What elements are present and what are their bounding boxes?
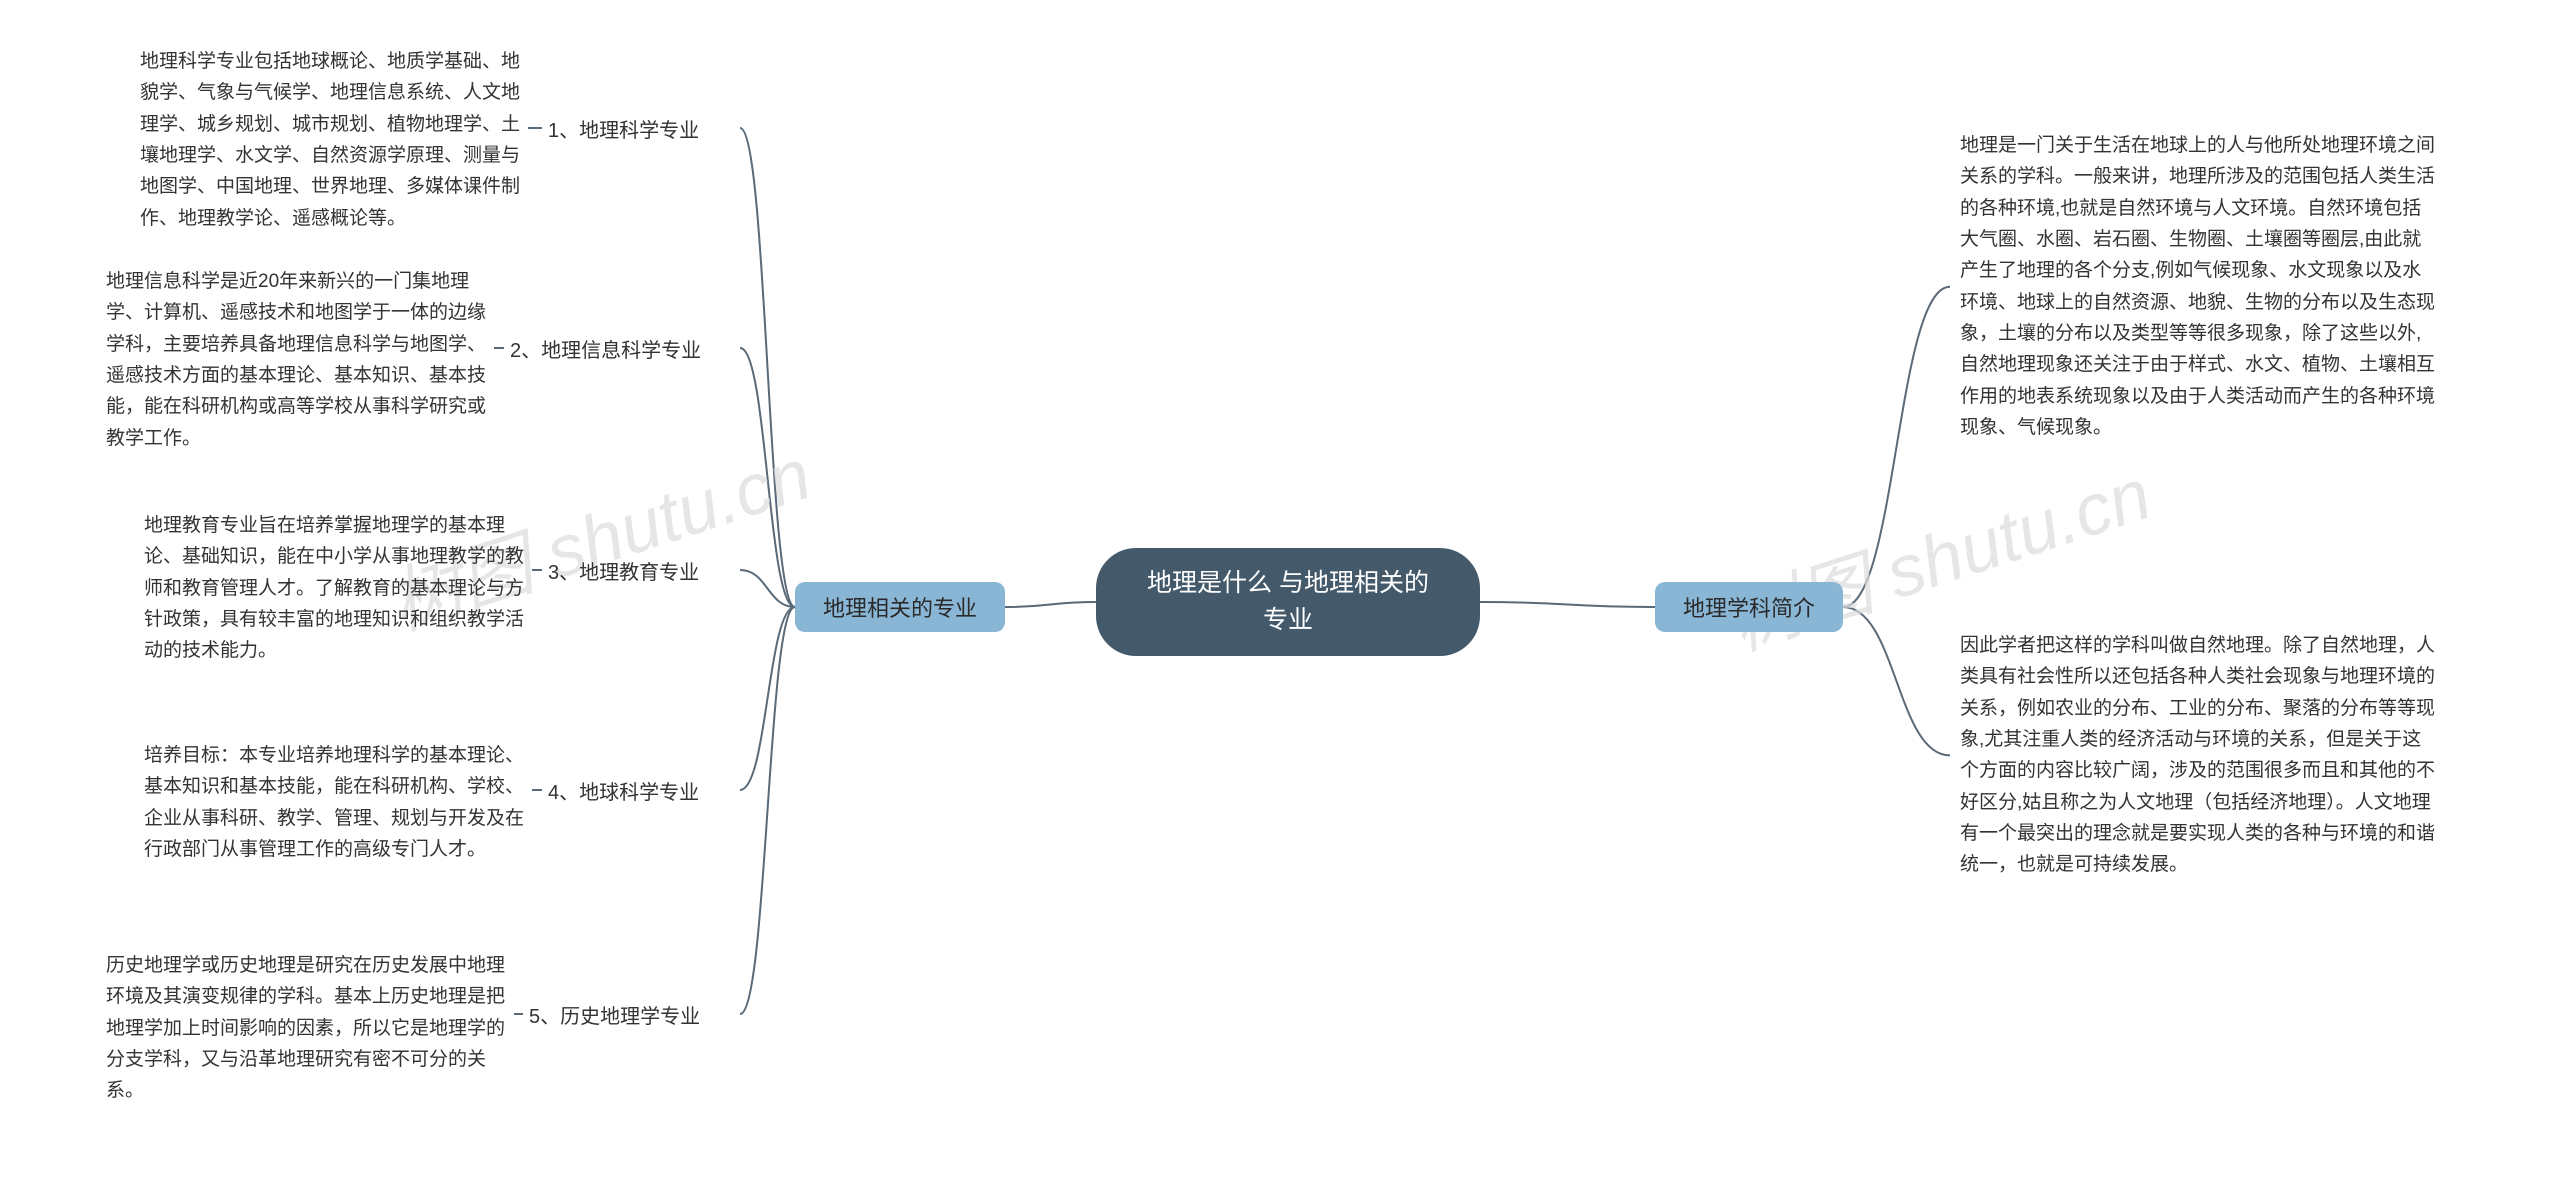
major-label-4: 5、历史地理学专业 [529, 1000, 700, 1029]
major-label-2: 3、地理教育专业 [548, 556, 699, 585]
intro-desc-0: 地理是一门关于生活在地球上的人与他所处地理环境之间关系的学科。一般来讲，地理所涉… [1960, 130, 2440, 443]
root-node: 地理是什么 与地理相关的专业 [1096, 548, 1480, 656]
branch-majors: 地理相关的专业 [795, 582, 1005, 632]
major-label-1: 2、地理信息科学专业 [510, 334, 701, 363]
intro-desc-1: 因此学者把这样的学科叫做自然地理。除了自然地理，人类具有社会性所以还包括各种人类… [1960, 630, 2440, 881]
major-desc-4: 历史地理学或历史地理是研究在历史发展中地理环境及其演变规律的学科。基本上历史地理… [106, 950, 506, 1107]
major-desc-3: 培养目标：本专业培养地理科学的基本理论、基本知识和基本技能，能在科研机构、学校、… [144, 740, 524, 865]
major-desc-1: 地理信息科学是近20年来新兴的一门集地理学、计算机、遥感技术和地图学于一体的边缘… [106, 266, 486, 454]
major-label-3: 4、地球科学专业 [548, 776, 699, 805]
major-label-0: 1、地理科学专业 [548, 114, 699, 143]
major-desc-2: 地理教育专业旨在培养掌握地理学的基本理论、基础知识，能在中小学从事地理教学的教师… [144, 510, 524, 667]
major-desc-0: 地理科学专业包括地球概论、地质学基础、地貌学、气象与气候学、地理信息系统、人文地… [140, 46, 520, 234]
branch-intro: 地理学科简介 [1655, 582, 1843, 632]
